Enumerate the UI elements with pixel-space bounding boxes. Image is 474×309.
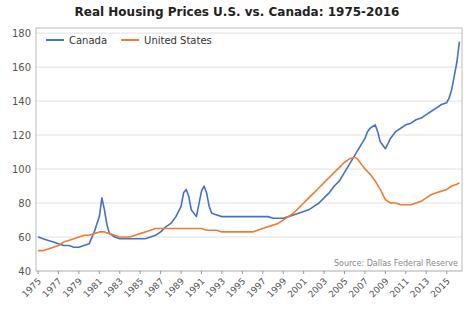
- y-tick-label: 100: [12, 164, 31, 175]
- legend-swatch: [121, 39, 139, 41]
- x-tick: [181, 271, 182, 274]
- x-tick: [385, 271, 386, 274]
- lines: [38, 42, 459, 251]
- x-tick: [201, 271, 202, 274]
- x-tick: [344, 271, 345, 274]
- x-tick-label: 2015: [429, 276, 452, 299]
- x-tick-label: 1991: [183, 276, 206, 299]
- series-line: [38, 157, 459, 250]
- y-tick-label: 160: [12, 62, 31, 73]
- grid-line: [36, 101, 462, 102]
- chart: Real Housing Prices U.S. vs. Canada: 197…: [0, 0, 474, 309]
- x-tick: [283, 271, 284, 274]
- x-tick: [160, 271, 161, 274]
- legend: Canada United States: [46, 35, 212, 46]
- series-line: [38, 42, 459, 248]
- x-tick-label: 1987: [143, 276, 166, 299]
- y-tick-label: 80: [18, 198, 31, 209]
- grid-line: [36, 169, 462, 170]
- x-tick: [38, 271, 39, 274]
- y-axis: 40 60 80 100 120 140 160 180: [12, 28, 462, 277]
- grid-line: [36, 67, 462, 68]
- x-tick-label: 1997: [245, 276, 268, 299]
- x-tick-label: 1999: [265, 276, 288, 299]
- x-tick: [242, 271, 243, 274]
- x-tick-label: 1975: [20, 276, 43, 299]
- x-tick: [262, 271, 263, 274]
- x-tick: [221, 271, 222, 274]
- x-tick-label: 2011: [388, 276, 411, 299]
- x-tick: [303, 271, 304, 274]
- x-tick-label: 2001: [286, 276, 309, 299]
- x-tick-label: 2009: [367, 276, 390, 299]
- x-tick-label: 1977: [40, 276, 63, 299]
- x-tick: [140, 271, 141, 274]
- x-tick: [119, 271, 120, 274]
- y-tick-label: 120: [12, 130, 31, 141]
- x-tick-label: 1985: [122, 276, 145, 299]
- x-tick-label: 2013: [408, 276, 431, 299]
- x-axis: 1975197719791981198319851987198919911993…: [20, 271, 452, 299]
- y-tick-label: 180: [12, 28, 31, 39]
- x-tick: [426, 271, 427, 274]
- x-tick: [78, 271, 79, 274]
- x-tick: [324, 271, 325, 274]
- x-tick: [58, 271, 59, 274]
- x-tick-label: 2003: [306, 276, 329, 299]
- y-tick-label: 140: [12, 96, 31, 107]
- x-tick: [405, 271, 406, 274]
- x-tick-label: 1989: [163, 276, 186, 299]
- x-tick-label: 1981: [81, 276, 104, 299]
- legend-label: Canada: [69, 35, 107, 46]
- legend-label: United States: [144, 35, 212, 46]
- annotation: Source: Dallas Federal Reserve: [334, 259, 458, 268]
- x-tick-label: 1979: [61, 276, 84, 299]
- legend-swatch: [46, 39, 64, 41]
- y-tick-label: 40: [18, 266, 31, 277]
- plot-frame: [36, 28, 462, 271]
- y-tick-label: 60: [18, 232, 31, 243]
- x-tick: [446, 271, 447, 274]
- x-tick: [99, 271, 100, 274]
- x-tick-label: 1993: [204, 276, 227, 299]
- x-tick-label: 1983: [102, 276, 125, 299]
- x-tick-label: 2005: [326, 276, 349, 299]
- title: Real Housing Prices U.S. vs. Canada: 197…: [75, 5, 400, 19]
- grid-line: [36, 33, 462, 34]
- x-tick-label: 1995: [224, 276, 247, 299]
- x-tick-label: 2007: [347, 276, 370, 299]
- grid-line: [36, 135, 462, 136]
- grid-line: [36, 237, 462, 238]
- x-tick: [364, 271, 365, 274]
